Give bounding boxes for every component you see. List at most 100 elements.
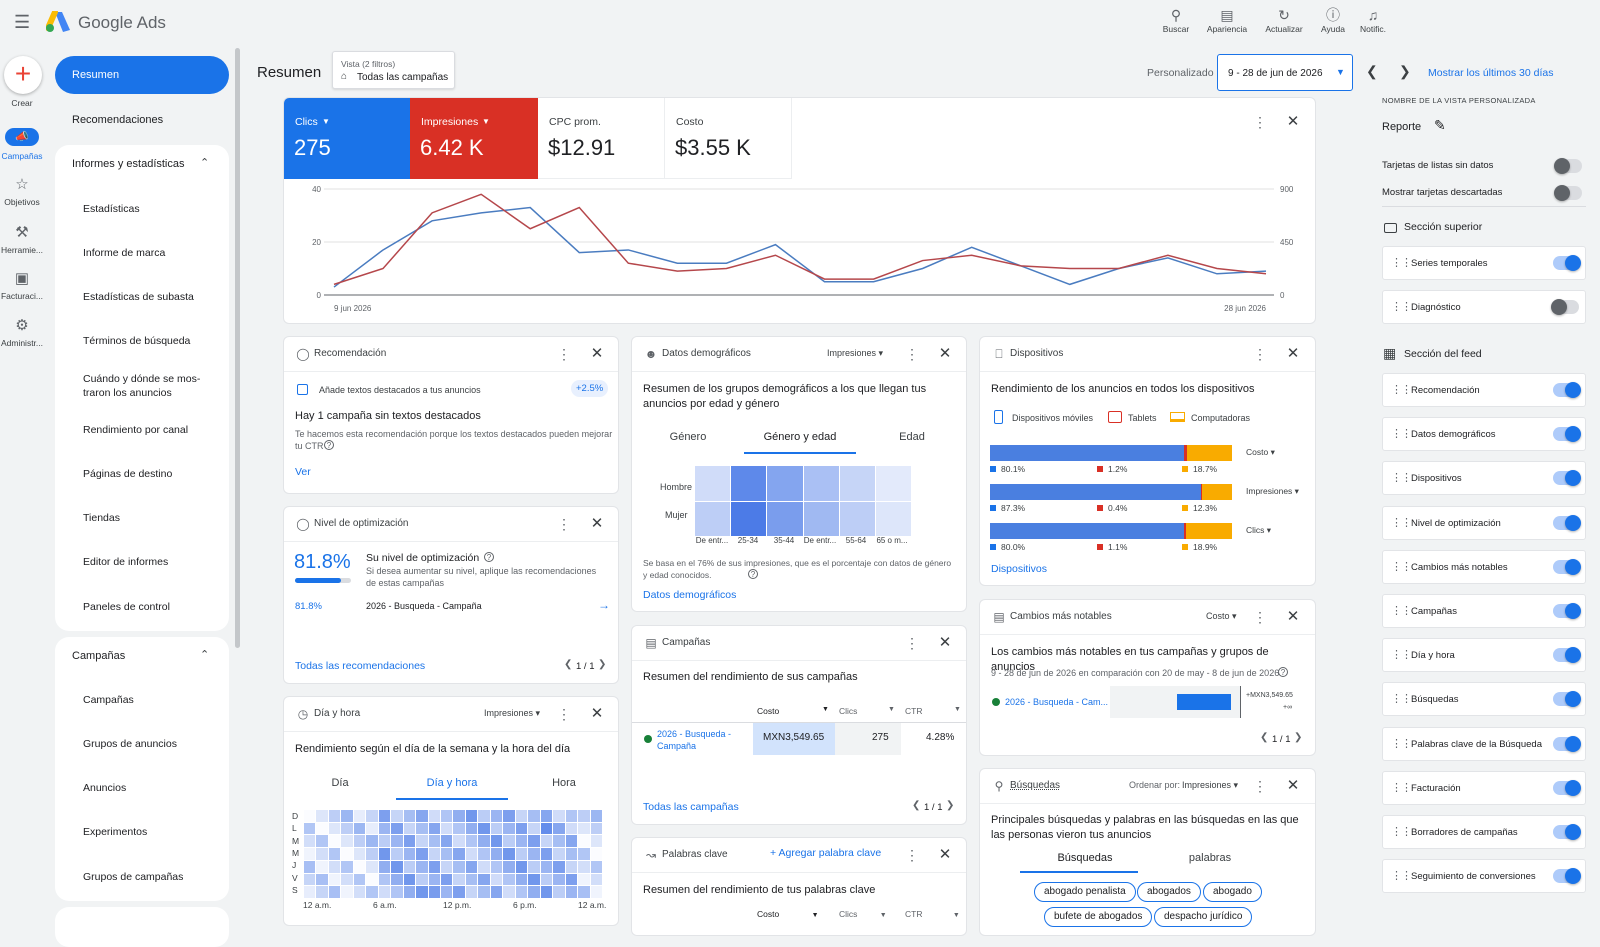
heat-cell[interactable]: [304, 860, 316, 873]
heat-cell[interactable]: [803, 501, 839, 536]
heat-cell[interactable]: [304, 886, 316, 898]
panel-row-toggle[interactable]: [1553, 426, 1581, 443]
heat-cell[interactable]: [553, 835, 565, 848]
pager-next-icon[interactable]: ❯: [1294, 732, 1303, 743]
heat-cell[interactable]: [590, 835, 602, 848]
more-icon[interactable]: ⋮: [1253, 609, 1267, 625]
heat-cell[interactable]: [403, 886, 416, 898]
heat-cell[interactable]: [528, 810, 540, 822]
heat-cell[interactable]: [540, 835, 553, 848]
heat-cell[interactable]: [378, 848, 391, 860]
more-icon[interactable]: ⋮: [1253, 778, 1267, 794]
more-icon[interactable]: ⋮: [557, 516, 571, 532]
panel-row[interactable]: ⋮⋮ Recomendación: [1382, 373, 1586, 407]
drag-handle-icon[interactable]: ⋮⋮: [1391, 428, 1412, 441]
nav-item[interactable]: Informe de marca: [83, 247, 166, 259]
heat-cell[interactable]: [503, 822, 515, 835]
drag-handle-icon[interactable]: ⋮⋮: [1391, 781, 1412, 794]
topbar-appearance-button[interactable]: ▤ Apariencia: [1202, 6, 1252, 34]
search-chip[interactable]: abogados: [1137, 882, 1201, 902]
heat-cell[interactable]: [416, 822, 428, 835]
heat-cell[interactable]: [590, 810, 602, 822]
heat-cell[interactable]: [366, 822, 378, 835]
heat-cell[interactable]: [391, 860, 403, 873]
heat-cell[interactable]: [478, 848, 490, 860]
tab-genero-edad[interactable]: Género y edad: [763, 431, 837, 443]
heat-cell[interactable]: [441, 822, 453, 835]
drag-handle-icon[interactable]: ⋮⋮: [1391, 384, 1412, 396]
heat-cell[interactable]: [540, 873, 553, 886]
metric-cpc[interactable]: CPC prom. $12.91: [538, 98, 665, 179]
heat-cell[interactable]: [441, 860, 453, 873]
heat-cell[interactable]: [767, 466, 803, 501]
pager-prev-icon[interactable]: ❮: [1260, 732, 1269, 743]
panel-row-toggle[interactable]: [1553, 558, 1581, 575]
rail-administracion[interactable]: ⚙ Administr...: [0, 317, 44, 348]
heat-cell[interactable]: [490, 848, 503, 860]
heat-cell[interactable]: [478, 822, 490, 835]
empty-cards-toggle[interactable]: [1554, 158, 1582, 174]
close-icon[interactable]: ✕: [1286, 345, 1300, 362]
drag-handle-icon[interactable]: ⋮⋮: [1391, 826, 1412, 838]
heat-cell[interactable]: [478, 860, 490, 873]
heat-cell[interactable]: [453, 873, 465, 886]
nav-item[interactable]: Grupos de campañas: [83, 871, 184, 883]
heat-cell[interactable]: [366, 810, 378, 822]
panel-row[interactable]: ⋮⋮ Facturación: [1382, 770, 1586, 805]
heat-cell[interactable]: [428, 873, 441, 886]
all-recs-link[interactable]: Todas las recomendaciones: [295, 660, 426, 672]
topbar-search-button[interactable]: ⚲ Buscar: [1151, 6, 1201, 34]
heat-cell[interactable]: [465, 835, 478, 848]
help-icon[interactable]: ?: [484, 552, 494, 562]
rail-campanas[interactable]: Campañas: [1, 151, 43, 161]
pager-next-icon[interactable]: ❯: [598, 659, 607, 670]
heat-cell[interactable]: [540, 848, 553, 860]
drag-handle-icon[interactable]: ⋮⋮: [1391, 257, 1412, 269]
heat-cell[interactable]: [553, 860, 565, 873]
tab-palabras[interactable]: palabras: [1188, 852, 1232, 864]
heat-cell[interactable]: [328, 886, 341, 898]
heat-cell[interactable]: [391, 848, 403, 860]
panel-row-toggle[interactable]: [1553, 514, 1581, 531]
heat-cell[interactable]: [528, 886, 540, 898]
heat-cell[interactable]: [416, 873, 428, 886]
opt-row-name[interactable]: 2026 - Busqueda - Campaña: [366, 601, 482, 611]
heat-cell[interactable]: [553, 848, 565, 860]
heat-cell[interactable]: [515, 822, 528, 835]
panel-row[interactable]: ⋮⋮ Búsquedas: [1382, 682, 1586, 717]
heat-cell[interactable]: [316, 873, 328, 886]
panel-row-toggle[interactable]: [1553, 735, 1581, 752]
heat-cell[interactable]: [403, 822, 416, 835]
panel-row[interactable]: ⋮⋮ Diagnóstico: [1382, 290, 1586, 324]
heat-cell[interactable]: [416, 810, 428, 822]
search-chip[interactable]: abogado penalista: [1034, 882, 1136, 902]
device-bar-segment[interactable]: [1202, 484, 1232, 500]
heat-cell[interactable]: [590, 822, 602, 835]
metric-dropdown[interactable]: Costo ▾: [1206, 611, 1237, 621]
close-icon[interactable]: ✕: [938, 846, 952, 863]
heat-cell[interactable]: [329, 835, 340, 847]
heat-cell[interactable]: [528, 848, 540, 860]
rail-objetivos[interactable]: ☆ Objetivos: [0, 176, 44, 207]
heat-cell[interactable]: [565, 848, 578, 860]
heat-cell[interactable]: [478, 873, 490, 886]
col-costo[interactable]: Costo ▼: [757, 909, 819, 919]
heat-cell[interactable]: [465, 822, 478, 835]
heat-cell[interactable]: [403, 873, 416, 886]
panel-row[interactable]: ⋮⋮ Borradores de campañas: [1382, 815, 1586, 849]
heat-cell[interactable]: [731, 501, 767, 536]
heat-cell[interactable]: [578, 886, 590, 898]
heat-cell[interactable]: [378, 835, 391, 848]
close-icon[interactable]: ✕: [590, 705, 604, 722]
heat-cell[interactable]: [428, 860, 441, 873]
panel-row-toggle[interactable]: [1553, 868, 1581, 885]
heat-cell[interactable]: [875, 501, 911, 536]
campaigns-rail-active[interactable]: 📣: [5, 128, 39, 146]
rec-view-link[interactable]: Ver: [295, 466, 311, 478]
heat-cell[interactable]: [328, 860, 341, 873]
panel-row-toggle[interactable]: [1553, 470, 1581, 487]
panel-row[interactable]: ⋮⋮ Cambios más notables: [1382, 549, 1586, 584]
heat-cell[interactable]: [354, 861, 365, 873]
prev-period-icon[interactable]: ❮: [1366, 63, 1378, 79]
heat-cell[interactable]: [515, 873, 528, 886]
